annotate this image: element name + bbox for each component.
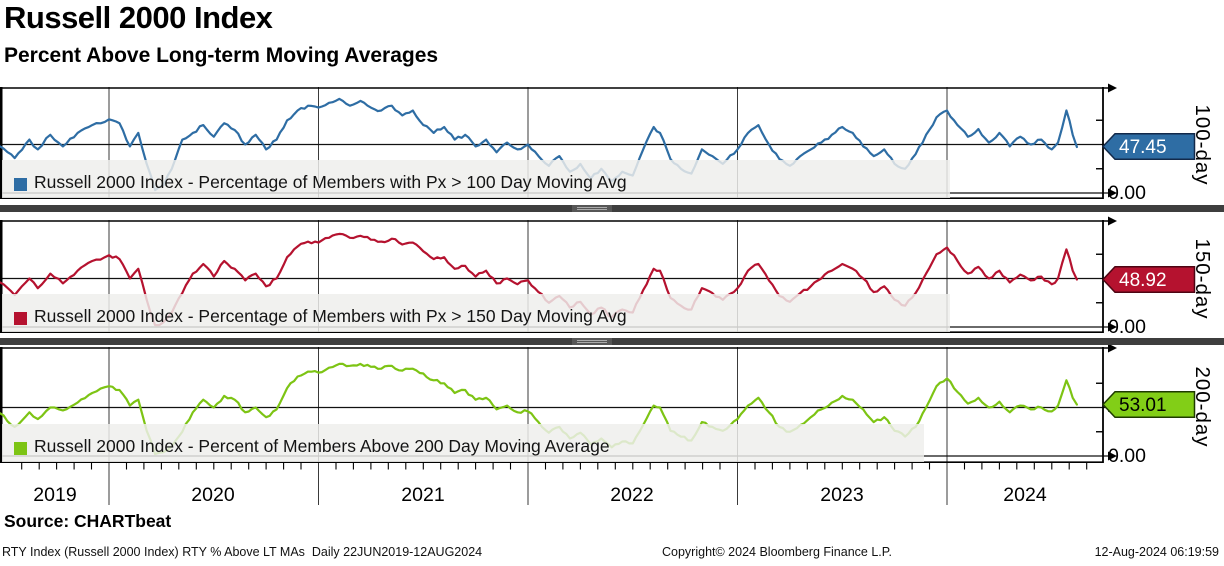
panel-label-150-day: 150-day [1191,237,1214,320]
x-tick-2021: 2021 [401,484,445,506]
x-tick-2024: 2024 [1003,484,1047,506]
footer-timestamp: 12-Aug-2024 06:19:59 [1094,545,1219,559]
legend-swatch-blue [14,177,27,191]
y-axis-zero-label: 0.00 [1108,316,1146,338]
panel-divider [0,205,1224,212]
legend-label: Russell 2000 Index - Percentage of Membe… [34,305,627,326]
panel-divider [0,338,1224,345]
x-tick-2020: 2020 [191,484,235,506]
y-axis-zero-label: 0.00 [1108,182,1146,204]
legend-label: Russell 2000 Index - Percent of Members … [34,435,610,456]
last-value-tag-100-day: 47.45 [1101,133,1196,161]
page-subtitle: Percent Above Long-term Moving Averages [4,44,439,67]
legend-150-day: Russell 2000 Index - Percentage of Membe… [2,293,950,332]
x-tick-2023: 2023 [820,484,864,506]
source-note: Source: CHARTbeat [4,511,172,531]
page-title: Russell 2000 Index [4,0,273,35]
last-value-tag-150-day: 48.92 [1101,266,1196,294]
y-axis-zero-label: 0.00 [1108,445,1146,467]
legend-swatch-green [14,441,27,455]
legend-swatch-red [14,311,27,325]
last-value-150-day: 48.92 [1119,270,1167,291]
last-value-100-day: 47.45 [1119,137,1167,158]
last-value-200-day: 53.01 [1119,395,1167,416]
x-tick-2022: 2022 [610,484,654,506]
panel-label-200-day: 200-day [1191,366,1214,448]
panel-divider-drag-handle[interactable] [572,338,612,345]
footer-ticker-info: RTY Index (Russell 2000 Index) RTY % Abo… [2,545,483,559]
x-tick-2019: 2019 [33,484,77,506]
last-value-tag-200-day: 53.01 [1101,391,1196,419]
panel-label-100-day: 100-day [1191,104,1214,186]
legend-200-day: Russell 2000 Index - Percent of Members … [2,423,924,462]
legend-label: Russell 2000 Index - Percentage of Membe… [34,171,627,192]
panel-divider-drag-handle[interactable] [572,205,612,212]
legend-100-day: Russell 2000 Index - Percentage of Membe… [2,159,950,198]
footer-copyright: Copyright© 2024 Bloomberg Finance L.P. [662,545,892,559]
x-axis [21,463,1088,505]
